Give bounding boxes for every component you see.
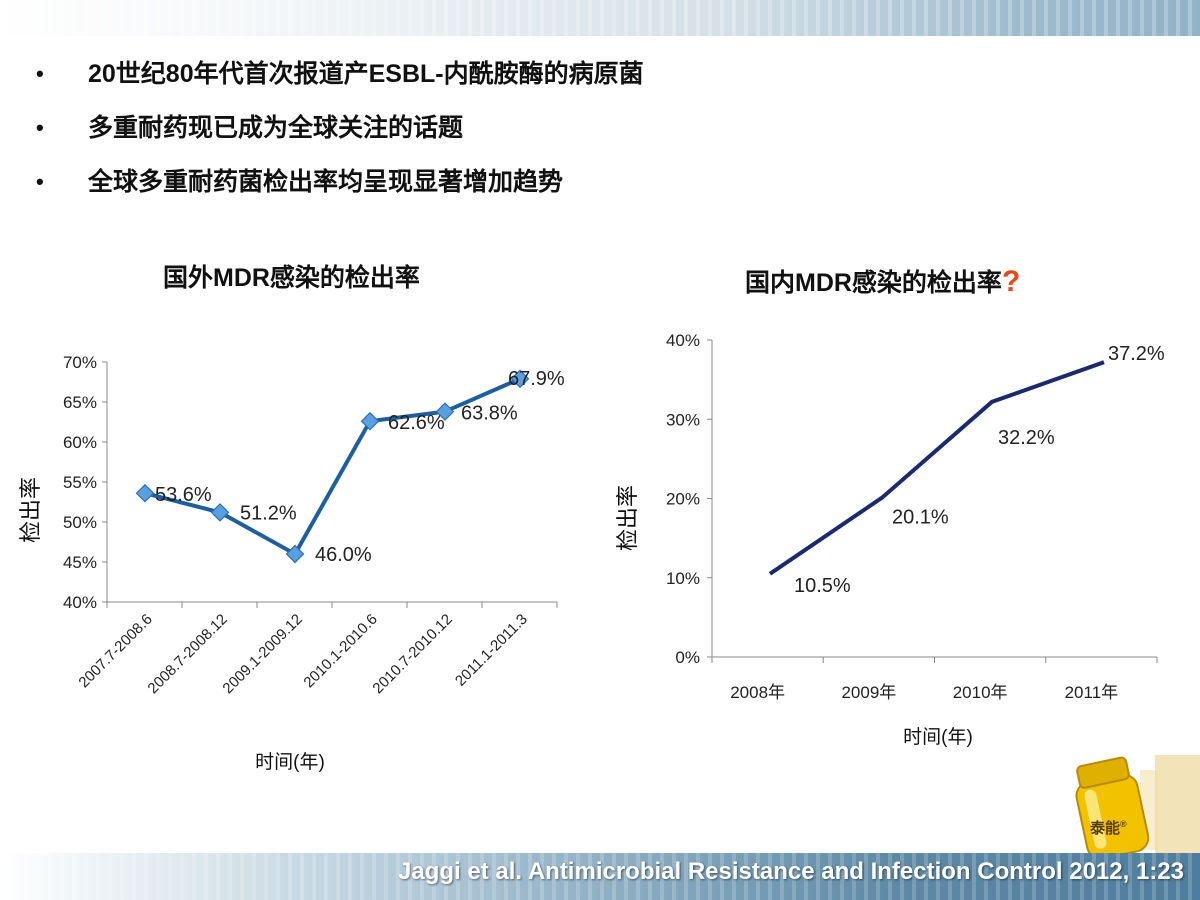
x-axis-title: 时间(年)	[903, 726, 973, 748]
logo-label: 泰能®	[1090, 817, 1127, 838]
right-line-chart: 0% 10% 20% 30% 40% 2008年 2009年 2010年 2011年 10.5% 2…	[615, 331, 1165, 748]
y-tick-label: 30%	[666, 410, 700, 429]
y-tick-label: 0%	[675, 648, 700, 667]
data-point-marker	[285, 544, 305, 564]
left-line-chart: 40% 45% 50% 55% 60% 65% 70% 2007.7-2008.62008.7…	[18, 353, 565, 773]
y-tick-label: 45%	[63, 553, 97, 572]
bottom-decor-bar	[0, 853, 1200, 900]
x-tick-label: 2009年	[841, 683, 896, 702]
y-axis-title: 检出率	[615, 485, 640, 551]
data-label: 63.8%	[461, 403, 518, 425]
x-tick-label: 2010年	[953, 683, 1008, 702]
data-label: 46.0%	[315, 544, 372, 566]
bullet-item: • 20世纪80年代首次报道产ESBL-内酰胺酶的病原菌	[36, 55, 1136, 109]
data-point-marker	[360, 411, 380, 431]
citation-text: Jaggi et al. Antimicrobial Resistance an…	[398, 858, 1184, 885]
data-label: 37.2%	[1108, 343, 1165, 365]
top-decor-bar	[0, 0, 1200, 36]
bullet-text: 20世纪80年代首次报道产ESBL-内酰胺酶的病原菌	[88, 60, 644, 88]
x-axis-title: 时间(年)	[255, 751, 325, 773]
y-tick-label: 70%	[63, 353, 97, 372]
logo-label-text: 泰能	[1090, 820, 1121, 837]
x-tick-label: 2007.7-2008.6	[75, 611, 155, 691]
bullet-text: 全球多重耐药菌检出率均呈现显著增加趋势	[88, 168, 564, 196]
bullet-item: • 多重耐药现已成为全球关注的话题	[36, 109, 1136, 163]
data-label: 53.6%	[155, 484, 212, 506]
data-label: 20.1%	[892, 507, 949, 529]
data-point-marker	[510, 369, 530, 389]
y-tick-label: 40%	[666, 331, 700, 350]
bottle-logo-icon	[1075, 755, 1200, 860]
y-tick-label: 60%	[63, 433, 97, 452]
y-tick-label: 50%	[63, 513, 97, 532]
y-tick-label: 20%	[666, 490, 700, 509]
x-tick-label: 2010.1-2010.6	[300, 611, 380, 691]
left-chart-title: 国外MDR感染的检出率	[163, 264, 420, 292]
x-tick-label: 2011.1-2011.3	[452, 611, 531, 690]
bullet-marker: •	[36, 169, 44, 194]
right-chart-title-text: 国内MDR感染的检出率	[745, 269, 1002, 297]
x-tick-label: 2008.7-2008.12	[144, 611, 230, 697]
series-line	[768, 360, 1105, 576]
bullet-marker: •	[36, 61, 44, 86]
y-tick-label: 65%	[63, 393, 97, 412]
bullet-list: • 20世纪80年代首次报道产ESBL-内酰胺酶的病原菌 • 多重耐药现已成为全…	[36, 55, 1136, 217]
data-label: 62.6%	[388, 412, 445, 434]
registered-mark: ®	[1120, 819, 1127, 829]
x-tick-label: 2009.1-2009.12	[219, 611, 305, 697]
question-mark-icon: ?	[1001, 265, 1021, 298]
data-label: 10.5%	[794, 575, 851, 597]
data-point-marker	[435, 402, 455, 421]
right-chart-title: 国内MDR感染的检出率?	[745, 263, 1020, 299]
bullet-marker: •	[36, 115, 44, 140]
x-tick-label: 2011年	[1065, 683, 1119, 702]
y-axis-title: 检出率	[18, 477, 43, 543]
data-label: 67.9%	[508, 368, 565, 390]
y-tick-label: 10%	[666, 569, 700, 588]
data-point-marker	[135, 483, 155, 503]
data-label: 32.2%	[998, 427, 1055, 449]
y-tick-label: 40%	[63, 593, 97, 612]
data-point-marker	[210, 503, 230, 522]
data-label: 51.2%	[240, 502, 297, 524]
bullet-text: 多重耐药现已成为全球关注的话题	[88, 114, 464, 142]
series-line	[144, 376, 521, 556]
product-logo: 泰能®	[1060, 755, 1200, 860]
x-tick-label: 2008年	[730, 683, 785, 702]
x-tick-label: 2010.7-2010.12	[369, 611, 455, 697]
bullet-item: • 全球多重耐药菌检出率均呈现显著增加趋势	[36, 163, 1136, 217]
y-tick-label: 55%	[63, 473, 97, 492]
